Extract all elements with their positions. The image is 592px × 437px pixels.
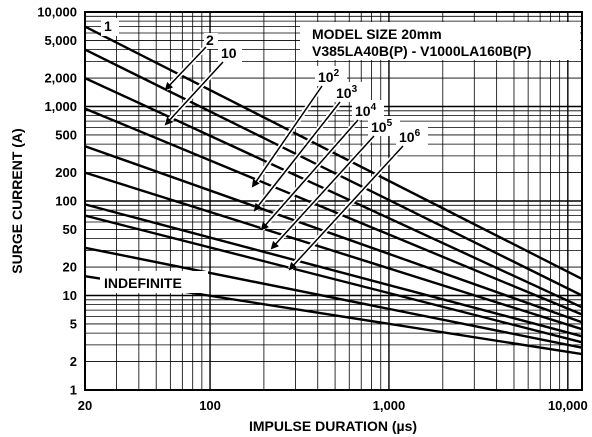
leader-arrow-10: [164, 61, 224, 126]
y-tick-label: 10,000: [37, 5, 77, 20]
curve-label-1e3: 103: [253, 82, 365, 212]
y-tick-label: 100: [55, 194, 77, 209]
indefinite-label: INDEFINITE: [104, 275, 182, 291]
y-tick-label: 2: [70, 354, 77, 369]
series-line-9: [84, 246, 583, 349]
y-tick-label: 2,000: [44, 71, 77, 86]
x-axis-title: IMPULSE DURATION (µs): [249, 418, 417, 434]
curve-label-2: 2: [206, 32, 214, 48]
curve-label-1: 1: [104, 18, 112, 34]
plot-frame: [84, 11, 583, 391]
x-tick-label: 100: [199, 398, 221, 413]
y-tick-label: 1,000: [44, 99, 77, 114]
x-tick-label: 1,000: [373, 398, 406, 413]
y-tick-label: 1: [70, 383, 77, 398]
y-tick-label: 10: [63, 288, 77, 303]
curve-label-1e4: 104: [260, 100, 384, 231]
indefinite-box: [100, 271, 208, 293]
y-axis-title: SURGE CURRENT (A): [9, 128, 25, 273]
series-line-4: [84, 107, 583, 316]
curve-label-1e6: 106: [288, 126, 428, 271]
model-box: [300, 22, 580, 60]
series-line-5: [84, 145, 583, 324]
y-tick-label: 500: [55, 127, 77, 142]
x-tick-label: 20: [78, 398, 92, 413]
series-line-8: [84, 214, 583, 344]
curve-label-1e5: 105: [270, 116, 400, 250]
model-annotation: MODEL SIZE 20mm V385LA40B(P) - V1000LA16…: [300, 22, 580, 60]
model-range-text: V385LA40B(P) - V1000LA160B(P): [312, 43, 531, 59]
curve-label-1e2: 102: [250, 66, 347, 188]
series-line-7: [84, 203, 583, 338]
y-tick-label: 5,000: [44, 33, 77, 48]
svg-text:105: 105: [371, 118, 393, 135]
x-tick-label: 10,000: [548, 398, 588, 413]
svg-text:104: 104: [355, 102, 377, 119]
series-line-6: [84, 171, 583, 331]
svg-text:102: 102: [318, 68, 340, 85]
curve-labels: 1 2 10 102 103 104 105: [101, 18, 428, 271]
model-size-text: MODEL SIZE 20mm: [312, 26, 442, 42]
series-line-3: [84, 77, 583, 309]
series-line-1: [84, 25, 583, 280]
y-tick-label: 50: [63, 222, 77, 237]
y-tick-label: 20: [63, 260, 77, 275]
y-tick-label: 5: [70, 316, 77, 331]
leader-arrow-2: [164, 46, 207, 91]
tick-labels: 1 2 5 10 20 50 100 200 500 1,000 2,000 5,000 10,000 2…: [37, 5, 587, 414]
svg-text:106: 106: [399, 128, 421, 145]
indefinite-annotation: INDEFINITE: [100, 271, 208, 293]
svg-text:103: 103: [336, 84, 358, 101]
y-tick-label: 200: [55, 165, 77, 180]
curve-label-10: 10: [221, 45, 237, 61]
